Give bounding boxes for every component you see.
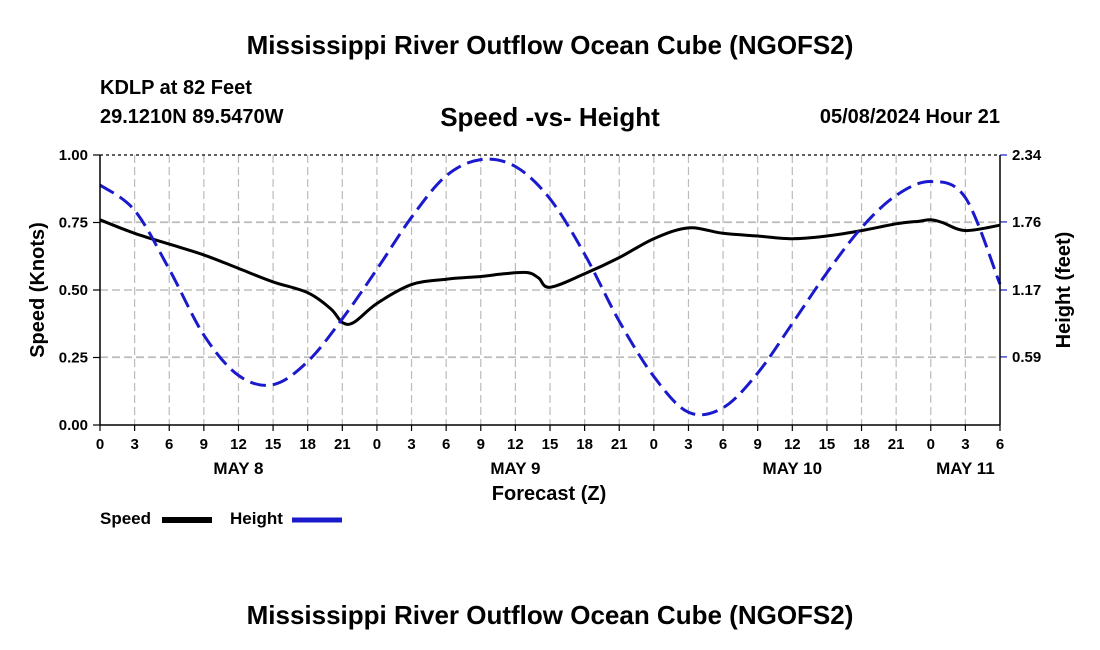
y-tick-label-right: 1.17 xyxy=(1012,282,1041,299)
legend-height-label: Height xyxy=(230,509,283,528)
x-tick-label: 0 xyxy=(650,436,658,453)
x-tick-label: 18 xyxy=(299,436,316,453)
chart-subtitle: Speed -vs- Height xyxy=(440,102,660,132)
x-date-label: MAY 11 xyxy=(936,459,995,478)
x-tick-label: 3 xyxy=(130,436,138,453)
y-axis-label-right: Height (feet) xyxy=(1053,232,1075,349)
x-tick-label: 9 xyxy=(477,436,485,453)
x-date-label: MAY 9 xyxy=(490,459,540,478)
x-tick-label: 21 xyxy=(888,436,905,453)
x-tick-label: 0 xyxy=(373,436,381,453)
x-tick-label: 9 xyxy=(754,436,762,453)
x-tick-label: 21 xyxy=(611,436,628,453)
x-tick-label: 15 xyxy=(819,436,836,453)
x-tick-label: 12 xyxy=(230,436,247,453)
station-label: KDLP at 82 Feet xyxy=(100,77,252,99)
y-tick-label-left: 1.00 xyxy=(59,147,88,164)
x-tick-label: 9 xyxy=(200,436,208,453)
x-tick-label: 0 xyxy=(927,436,935,453)
x-tick-label: 3 xyxy=(961,436,969,453)
x-date-label: MAY 8 xyxy=(213,459,263,478)
x-tick-label: 15 xyxy=(265,436,282,453)
x-tick-label: 3 xyxy=(407,436,415,453)
x-tick-label: 12 xyxy=(507,436,524,453)
y-tick-label-right: 1.76 xyxy=(1012,214,1041,231)
forecast-datetime: 05/08/2024 Hour 21 xyxy=(819,106,1000,128)
footer-title: Mississippi River Outflow Ocean Cube (NG… xyxy=(246,600,854,630)
x-tick-label: 6 xyxy=(719,436,727,453)
chart-title: Mississippi River Outflow Ocean Cube (NG… xyxy=(246,30,854,60)
legend-speed-label: Speed xyxy=(100,509,152,528)
y-tick-label-left: 0.75 xyxy=(59,215,88,232)
y-tick-label-right: 0.59 xyxy=(1012,349,1041,366)
x-date-label: MAY 10 xyxy=(763,459,823,478)
x-tick-label: 6 xyxy=(442,436,450,453)
height-series-line xyxy=(99,157,1002,417)
x-tick-label: 18 xyxy=(853,436,870,453)
x-tick-label: 15 xyxy=(542,436,559,453)
x-tick-label: 18 xyxy=(576,436,593,453)
station-coordinates: 29.1210N 89.5470W xyxy=(100,106,284,128)
x-tick-label: 3 xyxy=(684,436,692,453)
y-tick-label-left: 0.00 xyxy=(59,417,88,434)
x-tick-label: 12 xyxy=(784,436,801,453)
x-axis-label: Forecast (Z) xyxy=(492,483,606,505)
x-tick-label: 0 xyxy=(96,436,104,453)
y-axis-label-left: Speed (Knots) xyxy=(27,222,49,358)
y-tick-label-right: 2.34 xyxy=(1012,147,1042,164)
x-tick-label: 6 xyxy=(996,436,1004,453)
x-tick-label: 6 xyxy=(165,436,173,453)
y-tick-label-left: 0.50 xyxy=(59,282,88,299)
y-tick-label-left: 0.25 xyxy=(59,350,88,367)
x-tick-label: 21 xyxy=(334,436,351,453)
speed-series-line xyxy=(99,218,1001,326)
